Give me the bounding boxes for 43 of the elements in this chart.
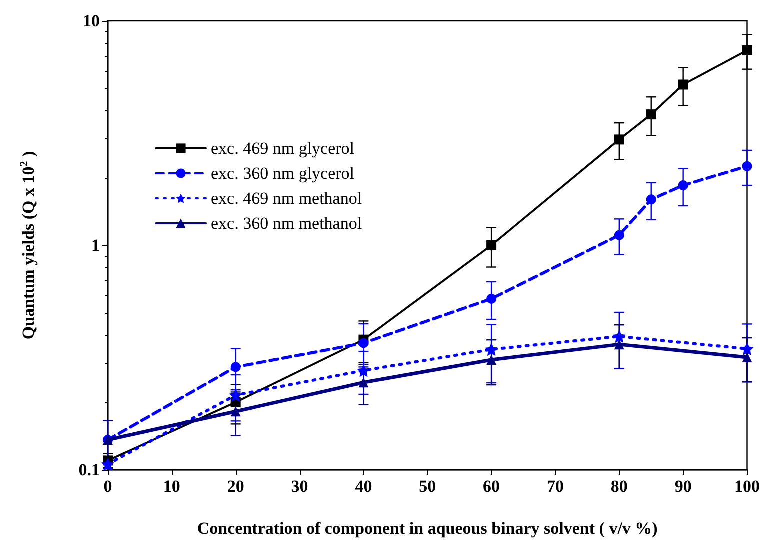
point [230, 362, 241, 372]
x-axis-title: Concentration of component in aqueous binary solvent ( v/v %) [197, 519, 658, 538]
point [486, 355, 497, 366]
point [229, 388, 242, 402]
y-tick-label: 1 [92, 236, 100, 255]
x-tick-label: 60 [483, 477, 500, 496]
point [358, 338, 369, 348]
point [358, 378, 369, 388]
legend-label: exc. 360 nm glycerol [211, 164, 355, 183]
legend-label: exc. 360 nm methanol [211, 214, 362, 233]
x-tick-label: 90 [674, 477, 692, 496]
point [102, 458, 114, 471]
x-tick-label: 0 [104, 477, 112, 496]
x-tick-label: 40 [355, 477, 372, 496]
point [678, 180, 688, 191]
point [612, 330, 626, 344]
x-tick-label: 10 [163, 477, 180, 496]
x-tick-label: 100 [734, 477, 760, 496]
point [230, 406, 241, 417]
point [742, 45, 752, 56]
point [740, 342, 754, 356]
point [614, 230, 624, 240]
legend-label: exc. 469 nm glycerol [211, 139, 355, 158]
legend-label: exc. 469 nm methanol [211, 189, 362, 208]
point [678, 80, 688, 90]
point [486, 294, 497, 304]
x-tick-label: 80 [610, 477, 628, 496]
point [742, 352, 752, 363]
point [357, 364, 370, 378]
point [614, 340, 624, 350]
point [646, 110, 656, 120]
x-tick-label: 70 [546, 477, 564, 496]
point [486, 240, 497, 250]
x-tick-label: 50 [419, 477, 436, 496]
y-tick-label: 10 [83, 12, 100, 30]
point [742, 161, 752, 172]
point [485, 343, 498, 356]
y-tick-label: 0.1 [78, 460, 100, 480]
y-axis-title: Quantum yields (Q x 102 ) [18, 151, 38, 340]
x-tick-label: 30 [291, 477, 308, 496]
x-tick-label: 20 [227, 477, 244, 496]
point [614, 134, 624, 145]
point [646, 194, 656, 205]
